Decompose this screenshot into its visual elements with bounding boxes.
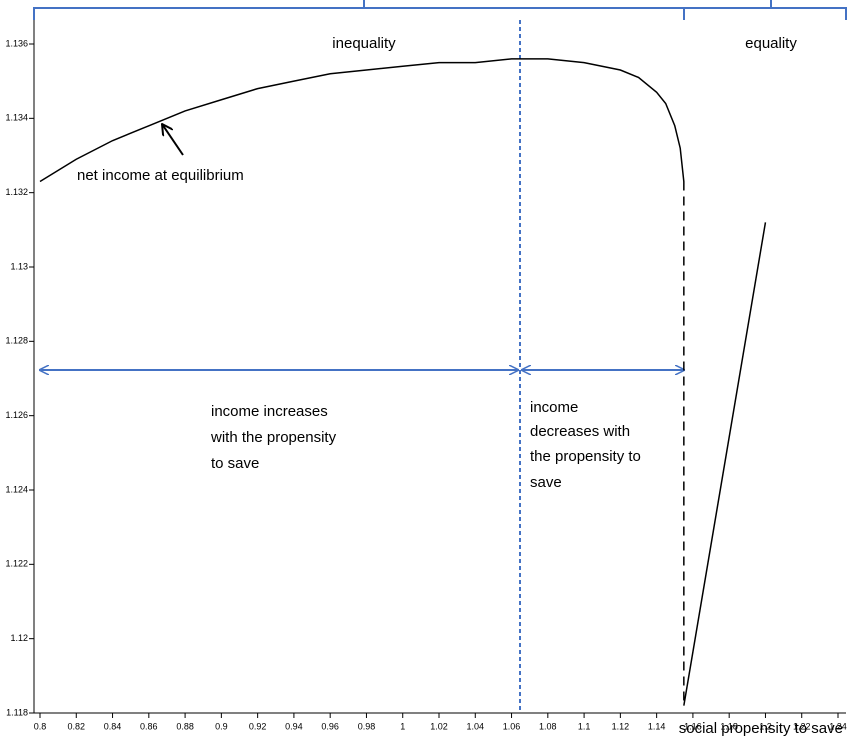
equality-bracket [684,0,847,20]
y-tick-label: 1.136 [5,38,28,48]
series-line [39,58,685,183]
y-tick-label: 1.128 [5,336,28,346]
equality-label: equality [745,35,797,52]
increase-note: to save [211,455,259,472]
x-axis-label: social propensity to save [679,720,843,737]
x-tick-label: 1 [400,721,405,731]
x-tick-label: 1.22 [793,721,811,731]
x-tick-label: 0.94 [285,721,303,731]
increase-note: with the propensity [210,429,337,446]
note-arrow [162,124,184,156]
regime-brackets [33,0,847,20]
x-tick-label: 0.92 [249,721,267,731]
x-tick-label: 1.16 [684,721,702,731]
x-tick-label: 0.8 [34,721,47,731]
decrease-note: the propensity to [530,448,641,465]
y-tick-label: 1.124 [5,484,28,494]
decrease-note: decreases with [530,423,630,440]
x-tick-label: 1.24 [829,721,847,731]
y-tick-label: 1.132 [5,187,28,197]
y-tick-label: 1.122 [5,559,28,569]
decrease-note: save [530,474,562,491]
x-tick-label: 1.06 [503,721,521,731]
x-tick-label: 0.98 [358,721,376,731]
x-tick-label: 0.84 [104,721,122,731]
x-tick-label: 0.86 [140,721,158,731]
increase-note: income increases [211,403,328,420]
inequality-label: inequality [332,35,396,52]
x-tick-label: 0.82 [68,721,86,731]
y-tick-label: 1.134 [5,113,28,123]
x-tick-label: 1.18 [720,721,738,731]
y-tick-label: 1.13 [10,261,28,271]
y-tick-label: 1.126 [5,410,28,420]
x-tick-label: 1.04 [467,721,485,731]
decrease-note: income [530,399,578,416]
series-line [683,222,767,706]
x-tick-label: 1.08 [539,721,557,731]
y-tick-label: 1.12 [10,633,28,643]
x-tick-label: 1.02 [430,721,448,731]
x-tick-label: 1.12 [612,721,630,731]
y-tick-label: 1.118 [6,707,28,717]
x-tick-label: 1.14 [648,721,666,731]
x-tick-label: 0.88 [176,721,194,731]
curve-note: net income at equilibrium [77,167,244,184]
x-tick-label: 1.2 [759,721,772,731]
inequality-bracket [33,0,685,20]
x-tick-label: 0.9 [215,721,228,731]
x-tick-label: 1.1 [578,721,591,731]
x-tick-label: 0.96 [321,721,339,731]
